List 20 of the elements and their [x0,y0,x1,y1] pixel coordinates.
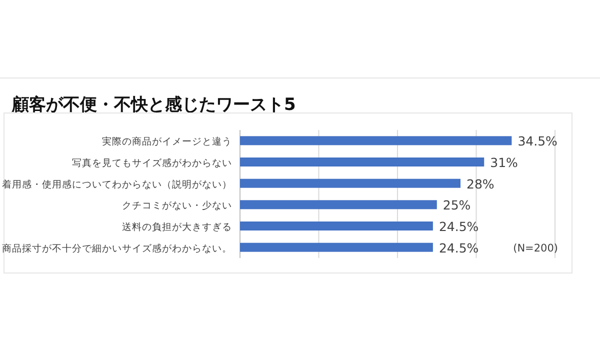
y-tick-label: クチコミがない・少ない [122,200,232,212]
bar [240,136,512,146]
y-tick-label: 商品採寸が不十分で細かいサイズ感がわからない。 [2,242,232,254]
data-label: 25% [442,198,471,213]
bar [240,158,484,166]
y-tick-label: 実際の商品がイメージと違う [102,136,232,148]
bar [240,200,437,210]
bar [240,178,460,188]
data-label: 24.5% [438,240,479,256]
data-label: 24.5% [438,219,479,234]
data-label: 31% [490,155,518,170]
bar [240,222,433,230]
bar [240,242,433,252]
data-label: 28% [466,176,494,192]
y-tick-label: 写真を見てもサイズ感がわからない [72,157,232,169]
chart-title: 顧客が不便・不快と感じたワースト5 [11,95,296,115]
data-label: 34.5% [518,134,558,149]
y-tick-label: 着用感・使用感についてわからない（説明がない） [2,178,232,190]
annotation: (N=200) [513,242,558,254]
y-tick-label: 送料の負担が大きすぎる [122,221,232,233]
